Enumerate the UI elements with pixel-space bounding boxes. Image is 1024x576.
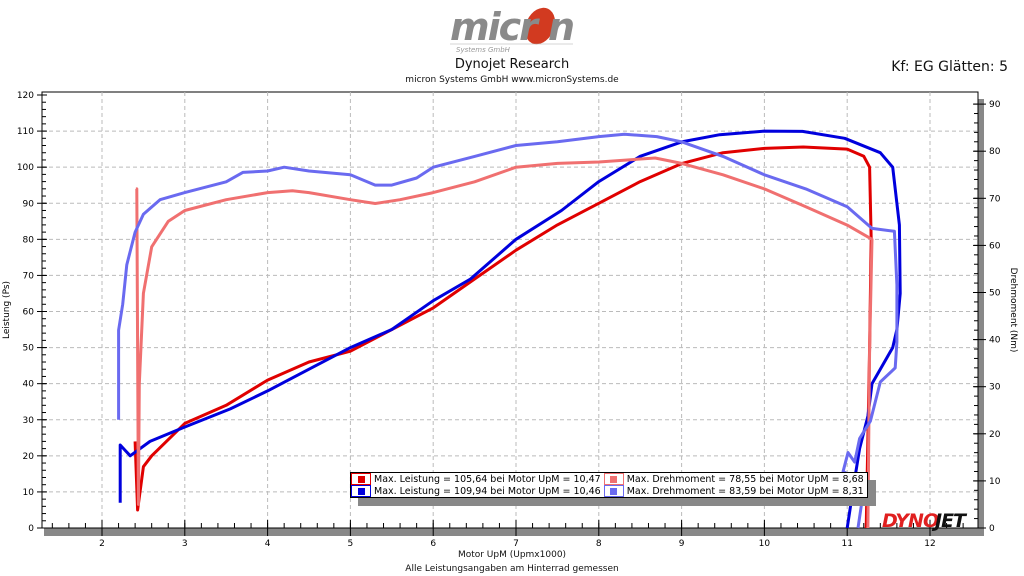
svg-text:Systems GmbH: Systems GmbH bbox=[456, 46, 511, 54]
svg-text:DYNO: DYNO bbox=[882, 510, 939, 532]
legend-swatch bbox=[603, 473, 624, 485]
y2-tick-label: 90 bbox=[989, 100, 1001, 110]
y-tick-label: 40 bbox=[23, 380, 35, 390]
plot-frame bbox=[41, 91, 979, 529]
y-tick-label: 90 bbox=[23, 199, 35, 209]
dynojet-logo: DYNO JET bbox=[882, 510, 969, 532]
y-tick-label: 70 bbox=[23, 271, 35, 281]
x-axis-shadow bbox=[44, 528, 984, 536]
x-axis-label: Motor UpM (Upmx1000) bbox=[457, 550, 567, 560]
x-tick-label: 4 bbox=[265, 539, 271, 549]
legend: Max. Leistung = 105,64 bei Motor UpM = 1… bbox=[350, 472, 868, 498]
y-tick-label: 120 bbox=[17, 91, 34, 101]
series-line-1 bbox=[133, 145, 873, 529]
legend-swatch bbox=[351, 485, 371, 497]
legend-text: Max. Drehmoment = 83,59 bei Motor UpM = … bbox=[626, 485, 864, 497]
y2-tick-label: 80 bbox=[989, 147, 1001, 157]
y-tick-label: 60 bbox=[23, 308, 35, 318]
x-tick-label: 5 bbox=[348, 539, 354, 549]
y2-tick-label: 20 bbox=[989, 430, 1001, 440]
y2-tick-label: 0 bbox=[989, 524, 995, 534]
y-axis-label: Leistung (Ps) bbox=[2, 281, 12, 339]
smoothing-label: Kf: EG Glätten: 5 bbox=[891, 59, 1008, 75]
y2-tick-label: 60 bbox=[989, 241, 1001, 251]
y-tick-label: 80 bbox=[23, 235, 35, 245]
footnote: Alle Leistungsangaben am Hinterrad gemes… bbox=[405, 564, 619, 574]
legend-text: Max. Leistung = 105,64 bei Motor UpM = 1… bbox=[374, 473, 601, 485]
legend-entry: Max. Leistung = 109,94 bei Motor UpM = 1… bbox=[351, 485, 604, 497]
y-tick-label: 30 bbox=[23, 416, 35, 426]
y2-tick-label: 70 bbox=[989, 194, 1001, 204]
y-tick-label: 10 bbox=[23, 488, 35, 498]
micron-logo: micr n Systems GmbH bbox=[450, 5, 575, 54]
x-tick-label: 7 bbox=[513, 539, 519, 549]
svg-text:JET: JET bbox=[931, 510, 968, 532]
y-tick-label: 100 bbox=[17, 163, 34, 173]
y-tick-label: 110 bbox=[17, 127, 34, 137]
legend-entry: Max. Drehmoment = 83,59 bei Motor UpM = … bbox=[603, 485, 867, 497]
x-tick-label: 12 bbox=[924, 539, 935, 549]
right-axis-shadow bbox=[975, 99, 984, 536]
y-tick-label: 50 bbox=[23, 344, 35, 354]
y2-tick-label: 50 bbox=[989, 289, 1001, 299]
legend-swatch bbox=[351, 473, 371, 485]
y-tick-label: 0 bbox=[28, 524, 34, 534]
y2-tick-label: 10 bbox=[989, 477, 1001, 487]
y2-tick-label: 30 bbox=[989, 383, 1001, 393]
y-tick-label: 20 bbox=[23, 452, 35, 462]
x-tick-label: 8 bbox=[596, 539, 602, 549]
chart-title: Dynojet Research bbox=[454, 57, 570, 72]
x-tick-label: 3 bbox=[182, 539, 188, 549]
legend-entry: Max. Leistung = 105,64 bei Motor UpM = 1… bbox=[351, 473, 604, 485]
x-tick-label: 6 bbox=[430, 539, 436, 549]
chart-subtitle: micron Systems GmbH www.micronSystems.de bbox=[405, 75, 619, 85]
svg-text:micr: micr bbox=[450, 5, 540, 49]
legend-swatch bbox=[603, 485, 624, 497]
legend-entry: Max. Drehmoment = 78,55 bei Motor UpM = … bbox=[603, 473, 867, 485]
series-line-3 bbox=[135, 156, 874, 529]
x-tick-label: 2 bbox=[99, 539, 105, 549]
x-tick-label: 10 bbox=[759, 539, 771, 549]
y2-axis-label: Drehmoment (Nm) bbox=[1008, 268, 1018, 353]
svg-text:n: n bbox=[548, 5, 575, 49]
series-line-4 bbox=[117, 132, 899, 529]
y2-tick-label: 40 bbox=[989, 336, 1001, 346]
x-tick-label: 9 bbox=[679, 539, 685, 549]
x-tick-label: 11 bbox=[841, 539, 852, 549]
legend-text: Max. Leistung = 109,94 bei Motor UpM = 1… bbox=[374, 485, 601, 497]
legend-text: Max. Drehmoment = 78,55 bei Motor UpM = … bbox=[626, 473, 864, 485]
